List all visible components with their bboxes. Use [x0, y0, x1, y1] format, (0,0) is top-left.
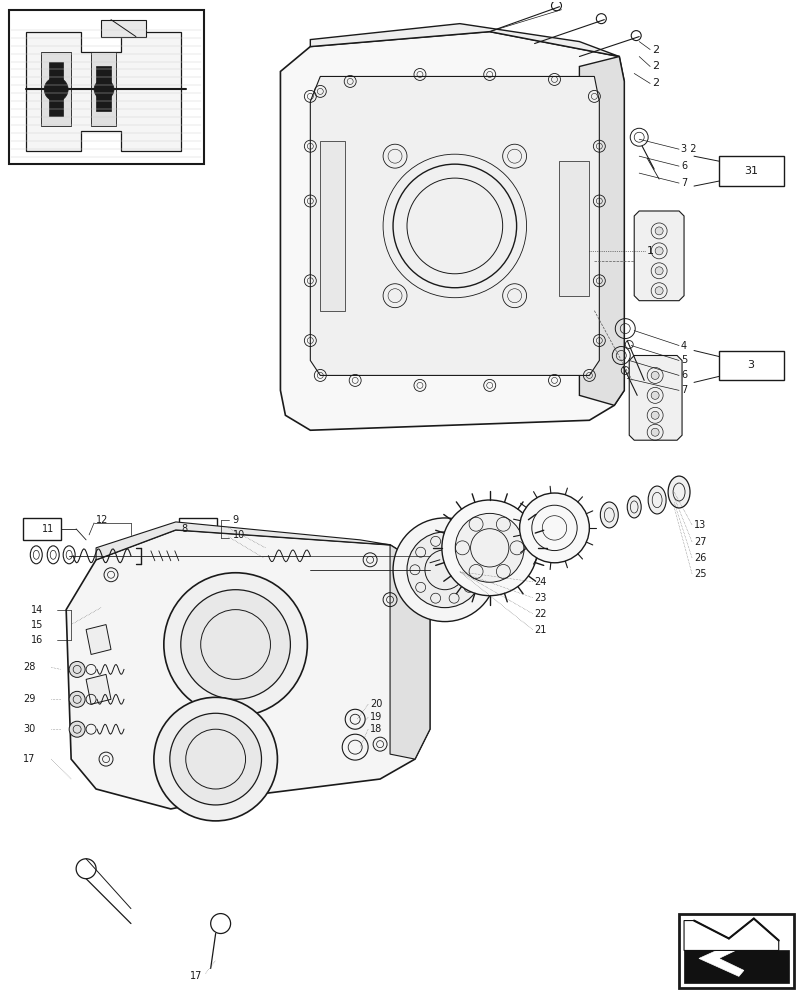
Bar [718, 156, 783, 186]
Circle shape [441, 500, 537, 596]
Text: 2: 2 [651, 78, 659, 88]
Ellipse shape [626, 496, 641, 518]
Polygon shape [633, 211, 683, 301]
Polygon shape [96, 66, 111, 111]
Text: 31: 31 [743, 166, 757, 176]
Text: 17: 17 [24, 754, 36, 764]
Polygon shape [320, 141, 345, 311]
Polygon shape [91, 52, 116, 126]
Polygon shape [49, 62, 63, 116]
Text: 16: 16 [32, 635, 44, 645]
Circle shape [393, 518, 496, 622]
Text: 9: 9 [232, 515, 238, 525]
Circle shape [94, 79, 114, 99]
Text: 18: 18 [370, 724, 382, 734]
Text: 30: 30 [24, 724, 36, 734]
Polygon shape [683, 950, 787, 983]
Polygon shape [86, 625, 111, 654]
Text: 22: 22 [534, 609, 547, 619]
Ellipse shape [647, 486, 665, 514]
Text: 6: 6 [680, 161, 686, 171]
Circle shape [654, 267, 663, 275]
Text: 4: 4 [680, 341, 686, 351]
Polygon shape [96, 522, 389, 560]
Text: 8: 8 [182, 524, 187, 534]
Text: 2: 2 [651, 45, 659, 55]
Text: 1: 1 [646, 246, 654, 256]
Polygon shape [579, 57, 624, 405]
Circle shape [169, 713, 261, 805]
Polygon shape [66, 530, 429, 809]
Circle shape [650, 391, 659, 399]
Text: 3: 3 [746, 360, 753, 370]
Ellipse shape [599, 502, 617, 528]
Circle shape [181, 590, 290, 699]
Circle shape [164, 573, 307, 716]
Polygon shape [559, 161, 589, 296]
Polygon shape [629, 355, 681, 440]
Text: 23: 23 [534, 593, 547, 603]
Bar [178, 518, 217, 540]
Text: 11: 11 [42, 524, 54, 534]
Polygon shape [310, 76, 599, 375]
Polygon shape [389, 545, 429, 759]
Bar [718, 351, 783, 380]
Text: 20: 20 [370, 699, 382, 709]
Text: 13: 13 [693, 520, 706, 530]
Bar [24, 518, 61, 540]
Circle shape [654, 287, 663, 295]
Text: 3 2: 3 2 [680, 144, 696, 154]
Circle shape [69, 691, 85, 707]
Text: 26: 26 [693, 553, 706, 563]
Circle shape [650, 428, 659, 436]
Circle shape [650, 371, 659, 379]
Circle shape [69, 661, 85, 677]
Polygon shape [101, 20, 146, 37]
Text: 5: 5 [680, 355, 686, 365]
Circle shape [654, 227, 663, 235]
Text: 7: 7 [680, 178, 686, 188]
Polygon shape [683, 919, 778, 950]
Text: 19: 19 [370, 712, 382, 722]
Circle shape [153, 697, 277, 821]
Polygon shape [86, 674, 111, 704]
Text: 7: 7 [680, 385, 686, 395]
Ellipse shape [667, 476, 689, 508]
Text: 15: 15 [32, 620, 44, 630]
Text: 27: 27 [693, 537, 706, 547]
Text: 28: 28 [24, 662, 36, 672]
Circle shape [44, 77, 68, 101]
Polygon shape [698, 940, 743, 976]
Text: 24: 24 [534, 577, 547, 587]
Circle shape [69, 721, 85, 737]
Text: 21: 21 [534, 625, 547, 635]
Text: 2: 2 [651, 61, 659, 71]
Polygon shape [280, 32, 624, 430]
Polygon shape [41, 52, 71, 126]
Text: 6: 6 [680, 370, 686, 380]
Circle shape [455, 513, 524, 582]
Bar [678, 914, 792, 988]
Text: 14: 14 [32, 605, 44, 615]
Circle shape [406, 532, 483, 608]
Bar [10, 10, 204, 164]
Circle shape [519, 493, 589, 563]
Text: 12: 12 [96, 515, 109, 525]
Text: 10: 10 [232, 530, 245, 540]
Polygon shape [26, 32, 181, 151]
Text: 25: 25 [693, 569, 706, 579]
Text: 29: 29 [24, 694, 36, 704]
Text: 17: 17 [189, 971, 202, 981]
Circle shape [650, 411, 659, 419]
Circle shape [654, 247, 663, 255]
Polygon shape [310, 24, 619, 57]
